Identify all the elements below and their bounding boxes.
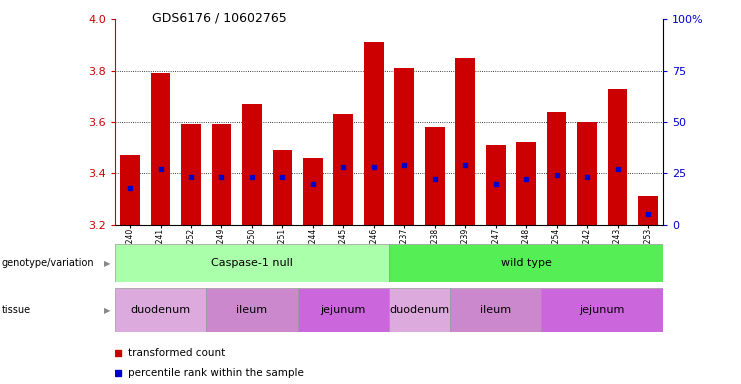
Text: Caspase-1 null: Caspase-1 null — [211, 258, 293, 268]
Text: ileum: ileum — [236, 305, 268, 315]
Bar — [273, 150, 292, 225]
Bar — [206, 288, 298, 332]
Text: tissue: tissue — [1, 305, 30, 315]
Bar — [577, 122, 597, 225]
Text: ileum: ileum — [480, 305, 511, 315]
Bar — [181, 124, 201, 225]
Text: wild type: wild type — [501, 258, 551, 268]
Bar — [364, 42, 384, 225]
Bar — [516, 142, 536, 225]
Text: transformed count: transformed count — [128, 348, 225, 358]
Bar — [333, 114, 353, 225]
Bar — [455, 58, 475, 225]
Text: jejunum: jejunum — [321, 305, 366, 315]
Bar — [298, 288, 389, 332]
Bar — [212, 124, 231, 225]
Bar — [303, 158, 323, 225]
Bar — [120, 155, 140, 225]
Bar — [242, 104, 262, 225]
Bar — [150, 73, 170, 225]
Bar — [450, 288, 542, 332]
Bar — [389, 244, 663, 282]
Bar — [547, 112, 566, 225]
Bar — [115, 288, 206, 332]
Bar — [486, 145, 505, 225]
Text: duodenum: duodenum — [130, 305, 190, 315]
Text: percentile rank within the sample: percentile rank within the sample — [128, 368, 304, 378]
Text: genotype/variation: genotype/variation — [1, 258, 94, 268]
Bar — [394, 68, 414, 225]
Bar — [115, 244, 389, 282]
Text: jejunum: jejunum — [579, 305, 625, 315]
Text: ▶: ▶ — [104, 306, 110, 314]
Bar — [425, 127, 445, 225]
Bar — [542, 288, 663, 332]
Text: duodenum: duodenum — [390, 305, 450, 315]
Text: GDS6176 / 10602765: GDS6176 / 10602765 — [152, 12, 287, 25]
Bar — [608, 89, 628, 225]
Text: ▶: ▶ — [104, 258, 110, 268]
Bar — [389, 288, 450, 332]
Bar — [638, 196, 658, 225]
